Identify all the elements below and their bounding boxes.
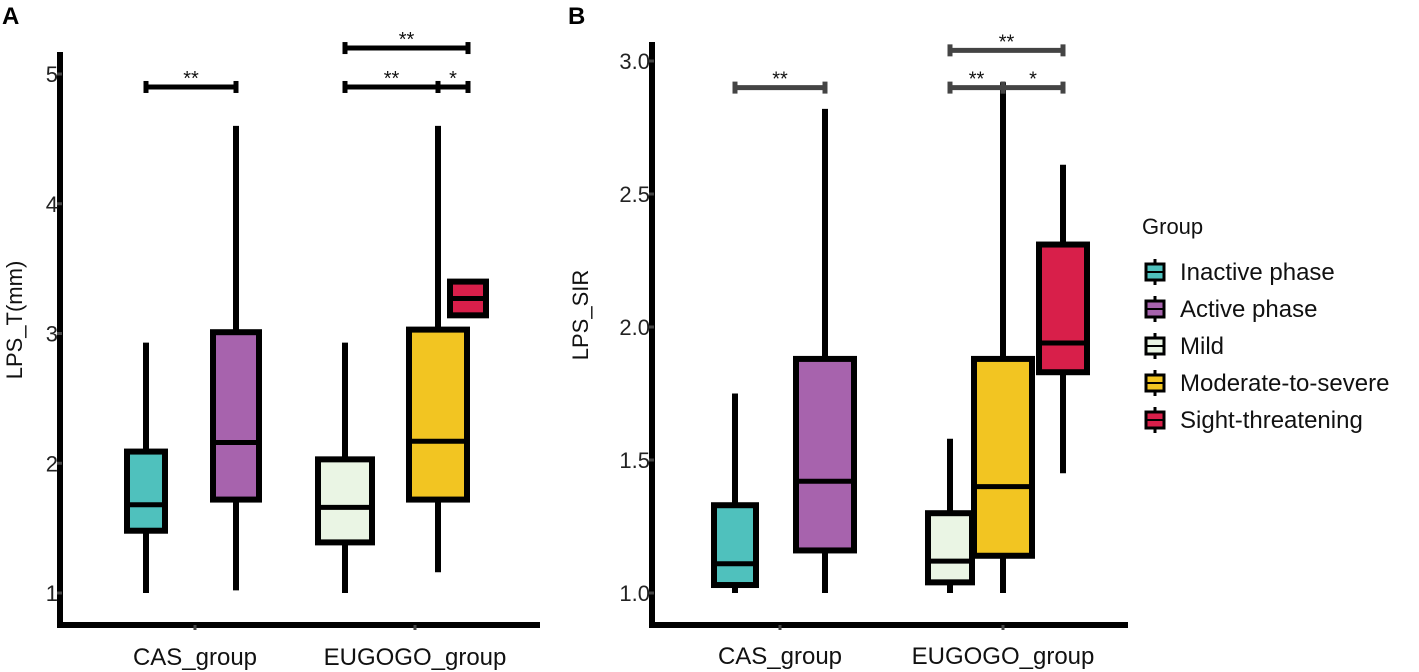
panel-b-box-rect-moderate-to-severe	[971, 355, 1035, 559]
panel-a-box-inactive-phase	[124, 342, 168, 593]
legend-item-mild: Mild	[1144, 333, 1224, 360]
legend-items: Inactive phase Active phase Mild Moderate-t…	[1144, 259, 1389, 434]
panel-b-sig-bracket: **	[947, 31, 1066, 57]
panel-a-y-tick-label: 2	[46, 451, 58, 476]
panel-b-box-mild	[925, 438, 975, 593]
panel-a-y-tick-label: 3	[46, 322, 58, 347]
panel-a-sig-label: **	[384, 68, 400, 90]
panel-a-y-ticks: 1 2 3 4 5	[46, 62, 417, 630]
panel-a-significance: ** ** ***	[143, 29, 471, 93]
panel-a-sig-bracket: **	[342, 29, 471, 55]
panel-b-sig-bracket: *	[1000, 69, 1066, 94]
panel-a-y-tick-label: 1	[46, 581, 58, 606]
panel-a-box-mild	[315, 342, 375, 593]
legend-item-active-phase: Active phase	[1144, 296, 1317, 323]
panel-a-boxes	[124, 125, 489, 593]
panel-b-x-label-cas: CAS_group	[718, 643, 842, 670]
legend: Group Inactive phase Active phase Mild Mode…	[1142, 214, 1389, 434]
panel-a-label: A	[2, 3, 19, 30]
panel-b-sig-label: *	[1029, 69, 1037, 91]
panel-b-boxes	[711, 82, 1090, 593]
panel-a-sig-label: **	[183, 68, 199, 90]
panel-a-sig-bracket: **	[143, 68, 239, 93]
panel-a-y-tick-label: 4	[46, 192, 58, 217]
panel-b-significance: ** ** ***	[732, 31, 1066, 94]
panel-a-box-active-phase	[210, 125, 262, 591]
panel-a-x-label-eugogo: EUGOGO_group	[324, 644, 507, 671]
panel-b-box-moderate-to-severe	[971, 82, 1035, 593]
panel-b-y-tick-label: 2.0	[619, 315, 650, 340]
panel-b: B LPS_SIR 1.01.52.02.53.0 ** ** *** CAS_gr…	[568, 3, 1128, 670]
legend-label-active-phase: Active phase	[1180, 296, 1317, 323]
panel-b-box-inactive-phase	[711, 393, 759, 593]
panel-a-box-rect-mild	[315, 456, 375, 546]
panel-b-box-sight-threatening	[1036, 164, 1090, 474]
panel-b-sig-label: **	[999, 31, 1015, 53]
panel-a-y-axis-title: LPS_T(mm)	[2, 261, 27, 380]
panel-a-box-rect-moderate-to-severe	[406, 326, 470, 503]
panel-a-sig-label: **	[399, 29, 415, 51]
panel-a-box-sight-threatening	[447, 278, 489, 319]
panel-a-x-label-cas: CAS_group	[133, 644, 257, 671]
panel-b-y-tick-label: 1.5	[619, 448, 650, 473]
panel-b-y-axis-title: LPS_SIR	[568, 270, 593, 361]
legend-title: Group	[1142, 214, 1203, 239]
panel-a-sig-label: *	[449, 68, 457, 90]
panel-b-sig-label: **	[772, 69, 788, 91]
panel-b-box-rect-inactive-phase	[711, 502, 759, 589]
panel-b-box-rect-active-phase	[793, 355, 857, 554]
panel-a-box-moderate-to-severe	[406, 125, 470, 573]
panel-a-box-rect-inactive-phase	[124, 448, 168, 534]
legend-label-mild: Mild	[1180, 333, 1224, 360]
panel-a-sig-bracket: *	[435, 68, 471, 93]
legend-label-moderate-to-severe: Moderate-to-severe	[1180, 370, 1389, 397]
panel-b-sig-label: **	[969, 69, 985, 91]
panel-b-box-rect-sight-threatening	[1036, 241, 1090, 376]
panel-b-x-label-eugogo: EUGOGO_group	[912, 643, 1095, 670]
panel-b-y-ticks: 1.0 1.5 2.0 2.5 3.0	[619, 49, 1005, 630]
panel-a-y-tick-label: 5	[46, 62, 58, 87]
panel-a-sig-bracket: **	[342, 68, 441, 93]
panel-b-box-active-phase	[793, 108, 857, 593]
legend-label-inactive-phase: Inactive phase	[1180, 259, 1335, 286]
panel-b-y-tick-label: 2.5	[619, 182, 650, 207]
legend-label-sight-threatening: Sight-threatening	[1180, 407, 1363, 434]
panel-b-box-rect-mild	[925, 510, 975, 586]
legend-item-sight-threatening: Sight-threatening	[1144, 407, 1363, 434]
panel-b-label: B	[568, 3, 585, 30]
panel-b-y-tick-label: 1.0	[619, 581, 650, 606]
legend-item-moderate-to-severe: Moderate-to-severe	[1144, 370, 1389, 397]
panel-b-sig-bracket: **	[732, 69, 828, 94]
panel-b-y-tick-label: 3.0	[619, 49, 650, 74]
legend-item-inactive-phase: Inactive phase	[1144, 259, 1335, 286]
panel-a-box-rect-active-phase	[210, 329, 262, 503]
panel-b-sig-bracket: **	[947, 69, 1006, 94]
